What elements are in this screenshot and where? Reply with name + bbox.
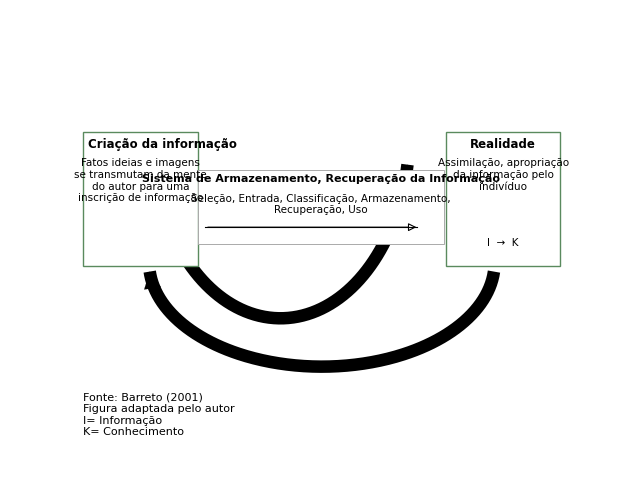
Text: Sistema de Armazenamento, Recuperação da Informação: Sistema de Armazenamento, Recuperação da…: [142, 174, 500, 184]
Text: Fonte: Barreto (2001)
Figura adaptada pelo autor
I= Informação
K= Conhecimento: Fonte: Barreto (2001) Figura adaptada pe…: [84, 393, 235, 438]
Text: Realidade: Realidade: [470, 138, 536, 151]
Text: Criação da informação: Criação da informação: [88, 138, 237, 151]
Text: Fatos ideias e imagens
se transmutam da mente
do autor para uma
inscrição de inf: Fatos ideias e imagens se transmutam da …: [74, 158, 207, 203]
Text: Assimilação, apropriação
da informação pelo
indivíduo: Assimilação, apropriação da informação p…: [438, 158, 569, 192]
FancyBboxPatch shape: [84, 132, 198, 266]
Text: Seleção, Entrada, Classificação, Armazenamento,
Recuperação, Uso: Seleção, Entrada, Classificação, Armazen…: [191, 194, 450, 215]
FancyBboxPatch shape: [446, 132, 560, 266]
FancyBboxPatch shape: [198, 170, 443, 244]
Text: I  →  K: I → K: [487, 238, 519, 248]
